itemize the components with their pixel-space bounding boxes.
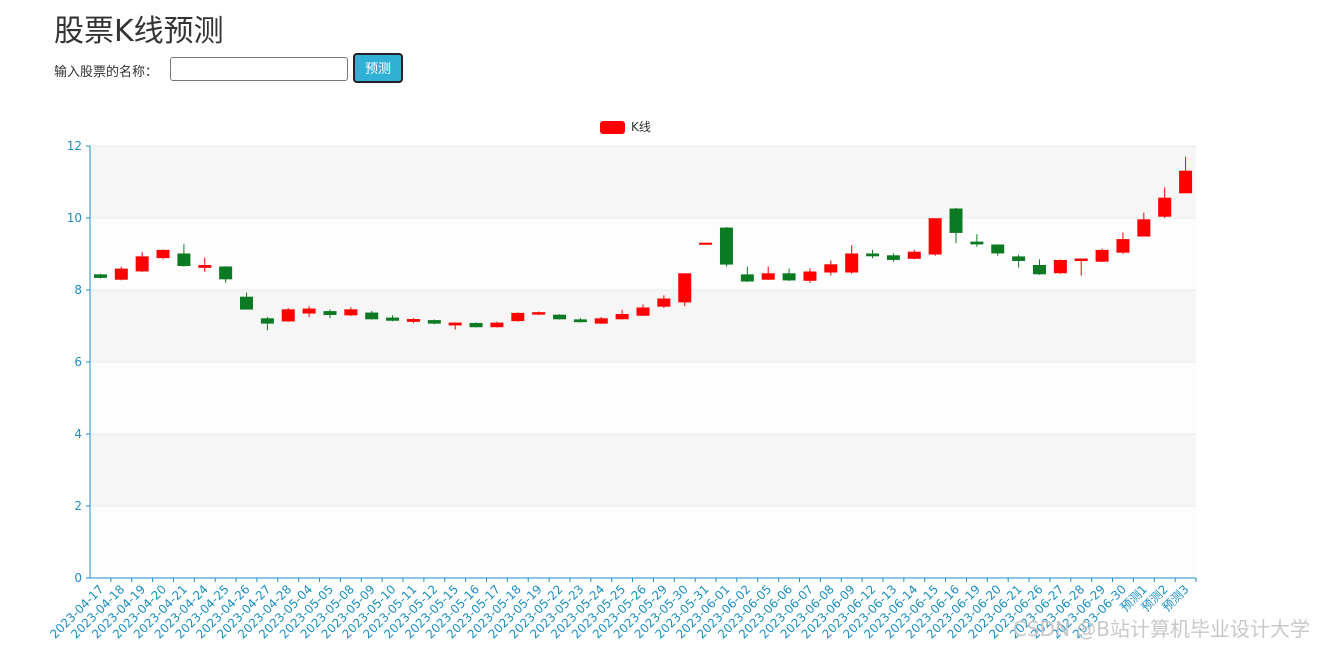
candle-body: [1012, 256, 1026, 261]
candle-body: [511, 312, 525, 322]
candle-body: [824, 264, 838, 273]
candle-body: [302, 308, 316, 314]
candle-body: [761, 273, 775, 280]
candle-body: [1053, 259, 1067, 274]
candle-body: [386, 317, 400, 321]
candle-body: [991, 244, 1005, 254]
candle-body: [678, 273, 692, 303]
candle-body: [553, 314, 567, 320]
page-title: 股票K线预测: [54, 14, 224, 49]
candle-body: [699, 242, 713, 245]
candle-body: [907, 251, 921, 259]
candle-body: [615, 313, 629, 320]
candle-body: [427, 320, 441, 324]
candle-body: [469, 322, 483, 328]
split-area: [90, 218, 1196, 290]
candle-body: [156, 249, 170, 259]
candle-body: [198, 265, 212, 268]
candle-body: [573, 319, 587, 323]
watermark: CSDN @B站计算机毕业设计大学: [1013, 617, 1310, 641]
candle-body: [1179, 170, 1193, 194]
legend-label: K线: [631, 120, 651, 134]
stock-input[interactable]: [170, 57, 348, 81]
split-area: [90, 506, 1196, 578]
y-tick-label: 6: [74, 355, 82, 369]
y-tick-label: 8: [74, 283, 82, 297]
y-tick-label: 12: [67, 139, 82, 153]
candle-body: [448, 322, 462, 326]
input-label: 输入股票的名称：: [54, 65, 159, 80]
candle-body: [1116, 239, 1130, 253]
candle-body: [1074, 258, 1088, 261]
candle-body: [657, 298, 671, 307]
split-area: [90, 362, 1196, 434]
candle-body: [260, 318, 274, 324]
y-tick-label: 2: [74, 499, 82, 513]
candle-body: [719, 227, 733, 265]
y-tick-label: 0: [74, 571, 82, 585]
candle-body: [93, 274, 107, 278]
candle-body: [240, 296, 254, 310]
candle-body: [845, 253, 859, 273]
candle-body: [636, 307, 650, 316]
candle-body: [594, 318, 608, 324]
candle-body: [344, 309, 358, 316]
candle-body: [365, 312, 379, 320]
candle-body: [114, 268, 128, 280]
predict-button[interactable]: 预测: [353, 53, 403, 83]
candle-body: [782, 273, 796, 281]
candle-body: [532, 312, 546, 315]
candle-body: [406, 319, 420, 322]
candle-body: [219, 266, 233, 280]
candle-body: [1158, 197, 1172, 217]
candle-body: [281, 309, 295, 322]
candle-body: [949, 208, 963, 233]
candle-body: [490, 322, 504, 328]
candle-body: [323, 311, 337, 315]
legend-swatch: [600, 121, 625, 134]
candle-body: [866, 253, 880, 257]
candle-body: [740, 274, 754, 282]
candle-body: [1032, 265, 1046, 275]
y-tick-label: 4: [74, 427, 82, 441]
candle-body: [177, 253, 191, 267]
candle-body: [135, 256, 149, 272]
split-area: [90, 434, 1196, 506]
candle-body: [1095, 249, 1109, 262]
split-area: [90, 146, 1196, 218]
candle-body: [886, 255, 900, 260]
split-area: [90, 290, 1196, 362]
candle-body: [1137, 219, 1151, 237]
candle-body: [928, 218, 942, 255]
y-tick-label: 10: [67, 211, 82, 225]
candle-body: [803, 271, 817, 281]
candle-body: [970, 241, 984, 245]
